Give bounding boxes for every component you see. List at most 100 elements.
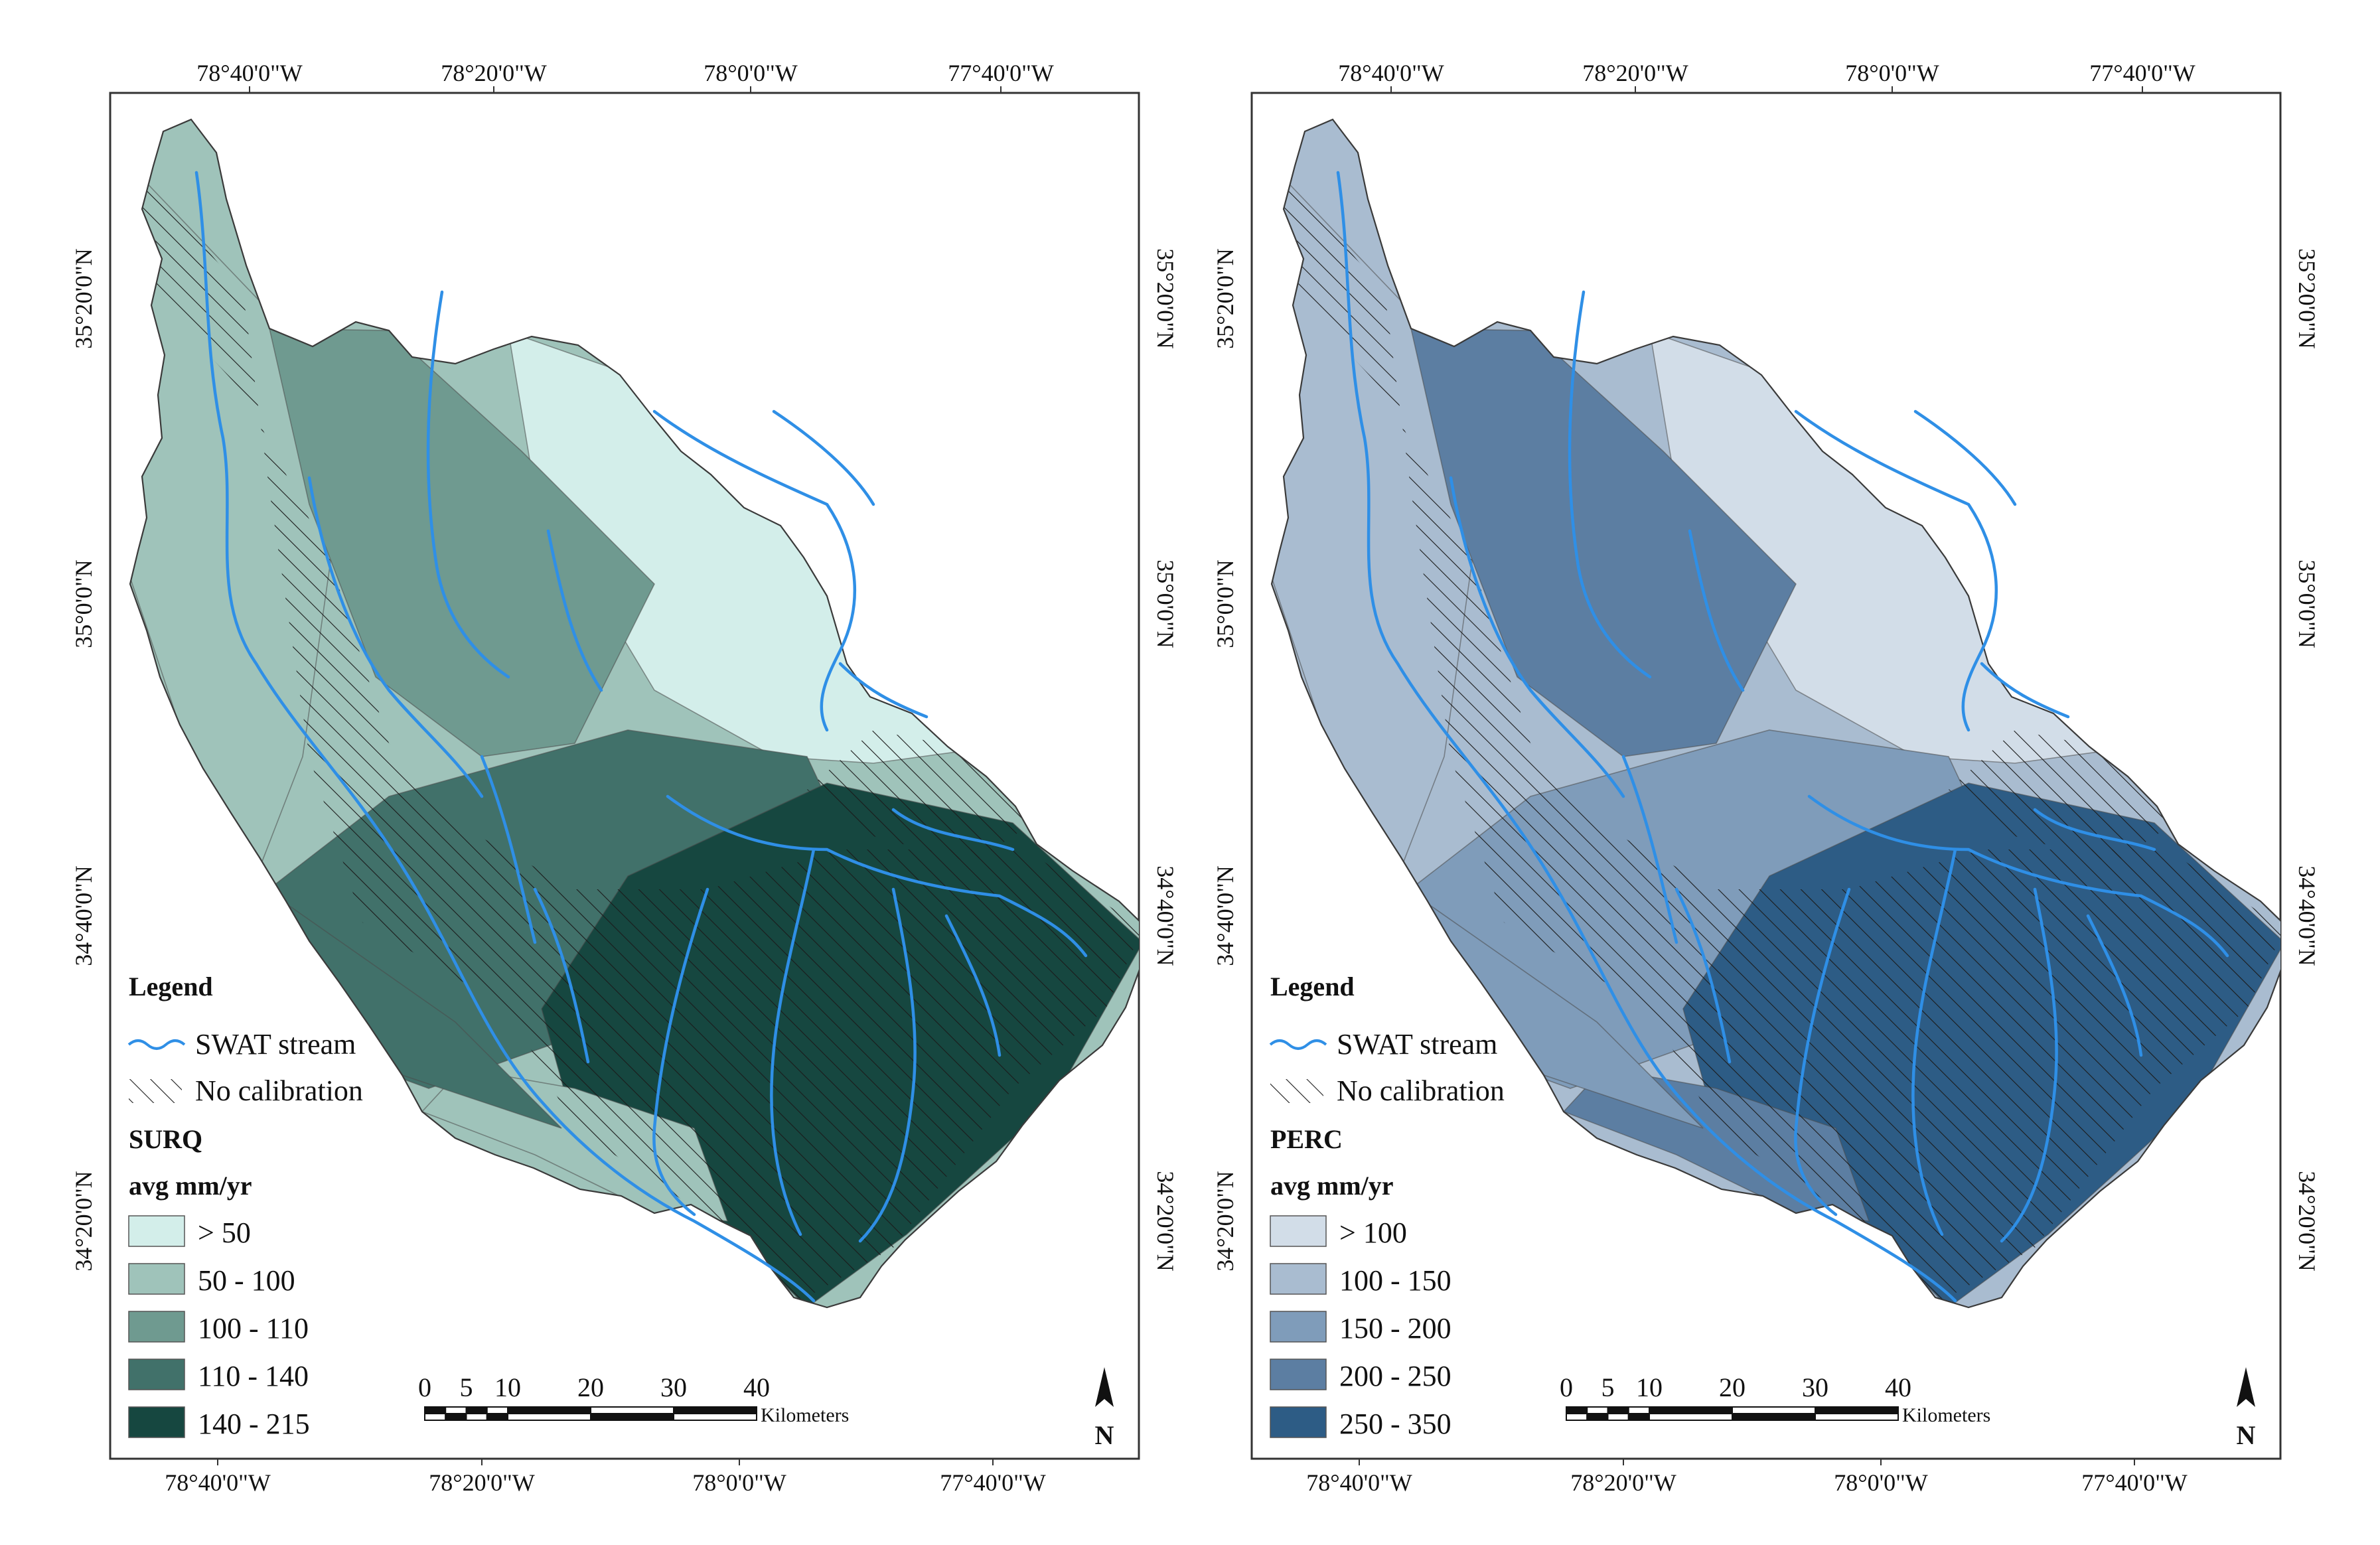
- top-longitude-label: 78°40'0"W: [196, 60, 303, 86]
- scale-bar-segment: [445, 1406, 467, 1414]
- legend-class-swatch: [1270, 1215, 1327, 1247]
- north-arrow-icon: [2237, 1367, 2255, 1407]
- variable-unit: avg mm/yr: [1270, 1171, 1394, 1201]
- swat-stream-line: [2000, 887, 2058, 1243]
- scale-bar-segment: [445, 1413, 467, 1421]
- legend-class-swatch: [1270, 1311, 1327, 1343]
- legend-class-label: 250 - 350: [1339, 1408, 1451, 1440]
- bottom-longitude-label: 78°20'0"W: [1570, 1469, 1676, 1496]
- legend-class-label: > 100: [1339, 1216, 1407, 1249]
- hatch-legend-swatch: [1270, 1079, 1323, 1103]
- scale-tick-label: 0: [418, 1372, 431, 1402]
- bottom-longitude-label: 78°0'0"W: [1834, 1469, 1928, 1496]
- scale-bar-segment: [1586, 1406, 1609, 1414]
- map-body: [1270, 118, 2280, 1309]
- right-latitude-label: 34°20'0"N: [1152, 1171, 1179, 1272]
- top-longitude-label: 77°40'0"W: [948, 60, 1054, 86]
- swat-stream-line: [1794, 887, 1851, 1216]
- swat-stream-line: [194, 171, 816, 1303]
- right-latitude-label: 35°20'0"N: [1152, 248, 1179, 349]
- north-arrow-label: N: [2237, 1420, 2256, 1450]
- swat-stream-line: [1688, 529, 1745, 692]
- legend-class-swatch: [1270, 1406, 1327, 1438]
- swat-stream-line: [2033, 808, 2156, 851]
- swat-stream-line: [944, 914, 1002, 1057]
- right-latitude-label: 34°40'0"N: [1152, 865, 1179, 966]
- right-latitude-label: 34°40'0"N: [2294, 865, 2320, 966]
- swat-stream-line: [652, 887, 709, 1216]
- scale-bar-segment: [1566, 1406, 1588, 1414]
- watershed-outline: [1270, 118, 2280, 1309]
- swat-stream-line: [533, 887, 590, 1064]
- watershed-outline: [129, 118, 1139, 1309]
- scale-tick-label: 20: [1719, 1372, 1746, 1402]
- left-latitude-label: 34°20'0"N: [70, 1171, 97, 1272]
- scale-bar-segment: [1627, 1406, 1650, 1414]
- scale-tick-label: 40: [743, 1372, 770, 1402]
- scale-bar-segment: [1627, 1413, 1650, 1421]
- scale-bar-segment: [1607, 1406, 1629, 1414]
- legend-title: Legend: [1270, 972, 1355, 1001]
- swat-stream-line: [426, 290, 510, 679]
- bottom-longitude-label: 78°20'0"W: [429, 1469, 535, 1496]
- scale-bar-segment: [1732, 1413, 1816, 1421]
- right-latitude-label: 35°0'0"N: [1152, 559, 1179, 648]
- swat-stream-line: [1449, 476, 1625, 798]
- swat-stream-line: [652, 409, 857, 732]
- top-longitude-label: 77°40'0"W: [2089, 60, 2195, 86]
- left-latitude-label: 34°40'0"N: [1212, 865, 1238, 966]
- scale-tick-label: 0: [1560, 1372, 1573, 1402]
- top-longitude-label: 78°0'0"W: [1845, 60, 1939, 86]
- swat-stream-line: [1807, 794, 2229, 958]
- scale-unit-label: Kilometers: [1902, 1404, 1990, 1426]
- legend-class-swatch: [1270, 1359, 1327, 1390]
- scale-bar-segment: [590, 1413, 674, 1421]
- scale-bar-segment: [465, 1413, 488, 1421]
- hatch-legend-swatch: [129, 1079, 182, 1103]
- scale-tick-label: 20: [577, 1372, 604, 1402]
- scale-bar-segment: [424, 1413, 447, 1421]
- top-longitude-label: 78°0'0"W: [704, 60, 798, 86]
- watershed-fill: [130, 119, 1139, 1307]
- legend-class-label: > 50: [198, 1216, 251, 1249]
- swat-stream-line: [838, 662, 929, 719]
- surq-map-panel: 78°40'0"W 78°20'0"W 78°0'0"W 77°40'0"W 78°40…: [70, 60, 1179, 1496]
- stream-legend-label: SWAT stream: [195, 1028, 356, 1061]
- scale-bar-segment: [507, 1413, 591, 1421]
- bottom-longitude-label: 78°0'0"W: [692, 1469, 786, 1496]
- right-latitude-label: 35°0'0"N: [2294, 559, 2320, 648]
- swat-stream-line: [1621, 755, 1678, 944]
- scale-bar-segment: [1815, 1406, 1899, 1414]
- swat-stream-line: [858, 887, 917, 1243]
- legend-class-swatch: [128, 1311, 185, 1343]
- variable-name: PERC: [1270, 1124, 1343, 1154]
- top-longitude-label: 78°20'0"W: [441, 60, 547, 86]
- scale-bar-segment: [1649, 1406, 1733, 1414]
- swat-stream-line: [1911, 847, 1957, 1236]
- legend-class-swatch: [128, 1263, 185, 1295]
- legend-class-swatch: [128, 1359, 185, 1390]
- legend-class-label: 140 - 215: [198, 1408, 310, 1440]
- swat-stream-line: [307, 476, 484, 798]
- swat-stream-line: [2086, 914, 2143, 1057]
- swat-stream-line: [1980, 662, 2070, 719]
- variable-unit: avg mm/yr: [129, 1171, 252, 1201]
- scale-bar-segment: [1732, 1406, 1816, 1414]
- left-latitude-label: 35°20'0"N: [70, 248, 97, 349]
- swat-stream-line: [480, 755, 537, 944]
- left-latitude-label: 34°20'0"N: [1212, 1171, 1238, 1272]
- legend-class-swatch: [1270, 1263, 1327, 1295]
- scale-bar-segment: [424, 1406, 447, 1414]
- scale-tick-label: 5: [460, 1372, 473, 1402]
- left-latitude-label: 35°0'0"N: [70, 559, 97, 648]
- scale-tick-label: 30: [1802, 1372, 1828, 1402]
- scale-bar-segment: [1586, 1413, 1609, 1421]
- scale-bar-segment: [465, 1406, 488, 1414]
- swat-stream-line: [772, 409, 875, 506]
- scale-unit-label: Kilometers: [761, 1404, 849, 1426]
- bottom-longitude-label: 77°40'0"W: [940, 1469, 1046, 1496]
- scale-bar-segment: [507, 1406, 591, 1414]
- legend-class-label: 50 - 100: [198, 1264, 295, 1297]
- scale-bar-segment: [486, 1406, 508, 1414]
